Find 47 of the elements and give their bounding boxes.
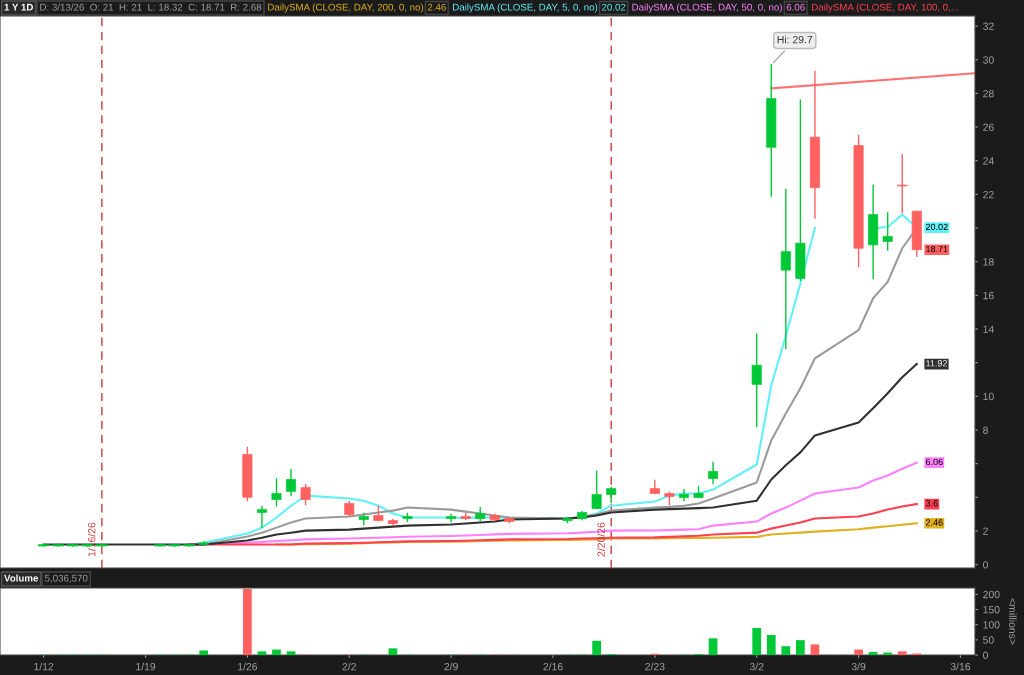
text: 20.02 bbox=[601, 3, 626, 11]
y-tick-label: 26 bbox=[983, 123, 994, 131]
y-tick-label: 18 bbox=[983, 258, 994, 266]
y-tick-label: 100 bbox=[983, 621, 1000, 629]
x-tick-label: 2/2 bbox=[342, 662, 356, 671]
y-tick-label: 16 bbox=[983, 291, 994, 300]
y-tick-label: 24 bbox=[983, 157, 994, 165]
y-tick-label: 200 bbox=[983, 590, 1000, 599]
y-tick-label: 0 bbox=[983, 651, 989, 659]
x-tick-label: 3/2 bbox=[749, 662, 764, 671]
data-label: 11.92 bbox=[926, 360, 947, 367]
x-tick-label: 3/9 bbox=[851, 662, 866, 671]
y-tick-label: 32 bbox=[983, 22, 994, 30]
x-tick-label: 2/9 bbox=[444, 662, 458, 671]
y-tick-label: 50 bbox=[983, 636, 994, 644]
y-tick-label: 10 bbox=[983, 392, 994, 401]
y-tick-label: 30 bbox=[983, 56, 994, 64]
x-tick-label: 1/19 bbox=[136, 662, 156, 671]
chart-subtitle: D: 3/13/26 O: 21 H: 21 L: 18.32 C: 18.71 R: 2.68 bbox=[40, 3, 262, 11]
text: DailySMA (CLOSE, DAY, 100, 0,... bbox=[812, 3, 959, 13]
data-label: 3.6 bbox=[925, 500, 938, 507]
y-tick-label: 0 bbox=[983, 561, 989, 569]
data-label: 6.06 bbox=[925, 458, 943, 466]
y-tick-label: 28 bbox=[983, 89, 994, 98]
chart-title: 1 Y 1D bbox=[4, 3, 33, 11]
y-tick-label: 14 bbox=[983, 325, 994, 333]
chart-title: Volume bbox=[4, 574, 39, 582]
data-label: 2.46 bbox=[925, 519, 943, 526]
chart-subtitle: 5,036,570 bbox=[45, 574, 88, 583]
y-tick-label: 2 bbox=[983, 527, 988, 535]
y-tick-label: 150 bbox=[983, 606, 1000, 614]
x-tick-label: 2/23 bbox=[645, 662, 665, 671]
x-tick-label: 1/26 bbox=[238, 662, 258, 671]
y-tick-label: 22 bbox=[983, 190, 994, 199]
text: DailySMA (CLOSE, DAY, 200, 0, no) bbox=[268, 3, 424, 13]
x-tick-label: 3/16 bbox=[950, 662, 971, 671]
y-axis-title: <millions> bbox=[1009, 598, 1017, 645]
annotation: Hi: 29.7 bbox=[777, 35, 813, 44]
y-tick-label: 8 bbox=[983, 426, 988, 434]
text: 6.06 bbox=[786, 3, 805, 11]
data-label: 20.02 bbox=[925, 223, 948, 231]
text: 18.71 bbox=[926, 245, 948, 253]
x-tick-label: 1/12 bbox=[34, 662, 54, 671]
x-tick-label: 2/16 bbox=[543, 662, 563, 671]
text: 2.46 bbox=[427, 3, 446, 11]
text: DailySMA (CLOSE, DAY, 5, 0, no) bbox=[453, 3, 598, 13]
text: DailySMA (CLOSE, DAY, 50, 0, no) bbox=[632, 3, 782, 13]
